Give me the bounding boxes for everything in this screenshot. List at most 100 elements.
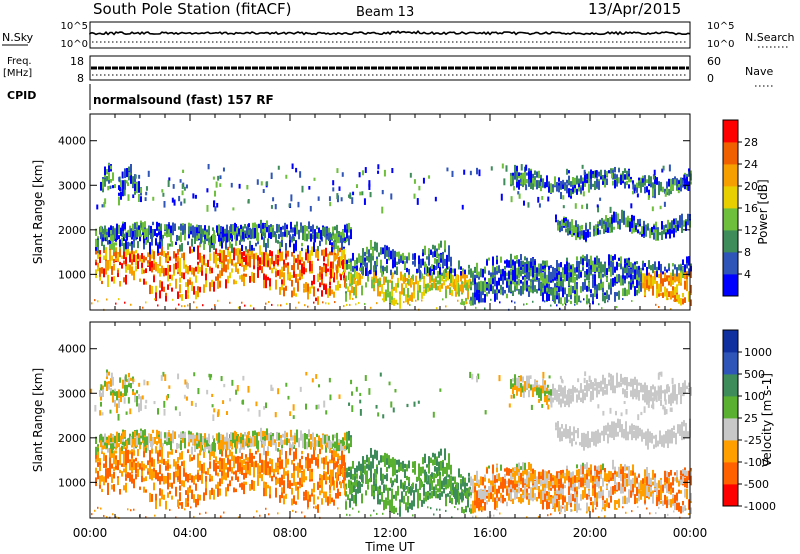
echo-cell: [687, 185, 690, 191]
echo-cell: [286, 229, 288, 238]
echo-cell: [146, 231, 148, 236]
echo-cell: [106, 234, 108, 241]
echo-cell: [154, 229, 156, 236]
echo-cell: [117, 273, 119, 278]
echo-cell: [158, 222, 160, 228]
echo-cell: [490, 272, 492, 277]
echo-cell: [144, 221, 146, 228]
echo-cell: [139, 442, 141, 449]
echo-cell: [160, 230, 162, 240]
echo-cell: [116, 232, 118, 241]
echo-cell: [630, 176, 632, 181]
echo-cell: [390, 477, 392, 484]
echo-cell: [234, 430, 236, 439]
echo-cell: [461, 204, 464, 210]
echo-cell: [356, 257, 358, 265]
echo-cell: [197, 264, 199, 274]
echo-cell: [197, 251, 199, 260]
echo-cell: [250, 230, 252, 236]
echo-cell: [407, 298, 409, 305]
echo-cell: [654, 176, 656, 184]
echo-cell: [291, 279, 293, 287]
echo-cell: [337, 245, 339, 253]
echo-cell: [179, 492, 181, 502]
echo-cell: [599, 229, 601, 235]
echo-cell: [284, 231, 286, 237]
echo-cell: [582, 258, 584, 266]
echo-cell: [158, 228, 160, 232]
echo-cell: [132, 230, 134, 237]
echo-cell: [569, 230, 571, 234]
echo-cell: [392, 457, 394, 468]
echo-cell: [153, 470, 155, 478]
echo-cell: [131, 474, 133, 484]
echo-cell: [349, 295, 351, 300]
echo-cell: [690, 284, 692, 293]
echo-cell: [175, 465, 177, 470]
echo-cell: [244, 230, 246, 234]
echo-cell: [386, 265, 388, 274]
echo-cell: [518, 174, 520, 179]
echo-cell: [524, 280, 526, 291]
echo-cell: [268, 301, 270, 304]
echo-cell: [161, 491, 163, 498]
echo-cell: [182, 225, 184, 230]
echo-cell: [354, 476, 356, 483]
echo-cell: [388, 455, 390, 466]
echo-cell: [396, 266, 398, 276]
echo-cell: [195, 498, 197, 508]
echo-cell: [297, 281, 299, 292]
echo-cell: [227, 467, 229, 473]
echo-cell: [652, 182, 654, 189]
echo-cell: [199, 266, 201, 273]
echo-cell: [187, 502, 189, 507]
echo-cell: [568, 263, 570, 271]
echo-cell: [405, 283, 407, 288]
echo-cell: [630, 274, 632, 278]
echo-cell: [352, 297, 354, 300]
echo-cell: [628, 184, 630, 189]
echo-cell: [171, 274, 173, 281]
echo-cell: [611, 217, 613, 226]
echo-cell: [213, 243, 215, 250]
echo-cell: [100, 440, 102, 448]
echo-cell: [289, 485, 291, 489]
echo-cell: [484, 286, 486, 293]
colorbar-tick-label: 20: [744, 180, 758, 193]
echo-cell: [425, 265, 427, 270]
echo-cell: [208, 446, 210, 451]
echo-cell: [181, 451, 183, 460]
echo-cell: [241, 275, 243, 282]
echo-cell: [135, 260, 137, 266]
echo-cell: [667, 229, 669, 235]
echo-cell: [664, 272, 666, 279]
echo-cell: [460, 266, 462, 270]
echo-cell: [194, 438, 196, 446]
echo-cell: [390, 269, 392, 276]
echo-cell: [140, 196, 142, 203]
echo-cell: [570, 267, 572, 274]
echo-cell: [445, 305, 447, 308]
echo-cell: [187, 241, 189, 246]
echo-cell: [604, 292, 606, 296]
echo-cell: [95, 446, 97, 456]
echo-cell: [666, 291, 668, 300]
echo-cell: [249, 483, 251, 491]
echo-cell: [328, 196, 331, 202]
echo-cell: [590, 269, 592, 275]
echo-cell: [249, 463, 251, 467]
echo-cell: [118, 196, 120, 206]
echo-cell: [194, 226, 196, 232]
echo-cell: [370, 253, 372, 258]
echo-cell: [334, 434, 336, 439]
echo-cell: [518, 267, 520, 276]
echo-cell: [216, 202, 219, 208]
echo-cell: [620, 263, 622, 269]
echo-cell: [302, 433, 304, 442]
echo-cell: [422, 457, 424, 461]
echo-cell: [241, 244, 243, 252]
echo-cell: [353, 487, 355, 493]
echo-cell: [594, 180, 596, 191]
echo-cell: [654, 279, 656, 284]
echo-cell: [646, 179, 648, 183]
